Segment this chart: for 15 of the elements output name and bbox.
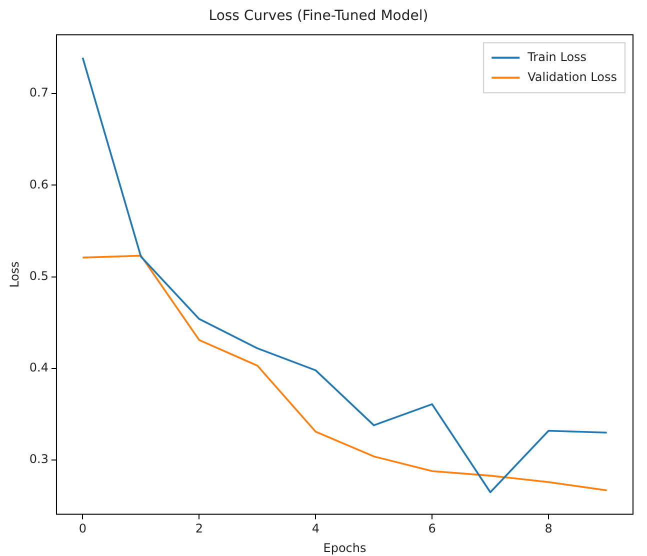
y-tick-label: 0.3 (29, 452, 48, 466)
legend-label: Validation Loss (528, 70, 617, 84)
x-tick-label: 6 (428, 522, 436, 536)
x-tick-label: 4 (312, 522, 320, 536)
legend-label: Train Loss (526, 50, 587, 64)
x-tick-label: 8 (544, 522, 552, 536)
x-tick-label: 0 (78, 522, 87, 536)
x-tick-label: 2 (195, 522, 203, 536)
y-tick-label: 0.4 (29, 360, 48, 375)
x-axis-title: Epochs (323, 540, 366, 555)
y-tick-label: 0.5 (29, 268, 48, 283)
y-tick-label: 0.7 (29, 86, 48, 100)
y-tick-label: 0.6 (29, 177, 48, 192)
chart-title: Loss Curves (Fine-Tuned Model) (208, 8, 428, 24)
y-axis-title: Loss (7, 261, 22, 288)
